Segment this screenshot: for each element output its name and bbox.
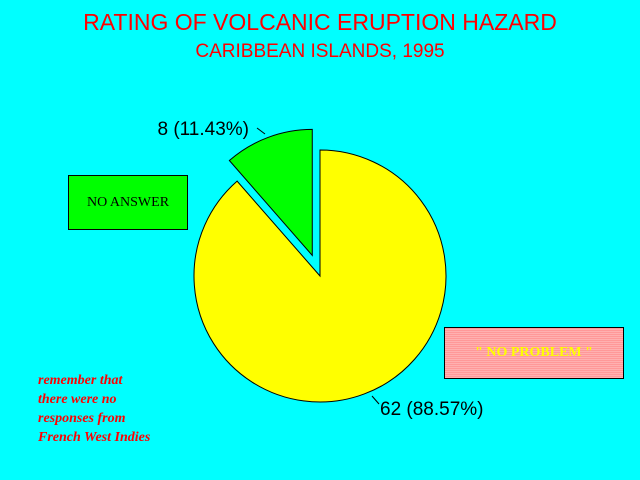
legend-no-answer: NO ANSWER: [68, 175, 188, 230]
footnote-line: responses from: [38, 411, 126, 426]
legend-no-problem: " NO PROBLEM ": [444, 327, 624, 379]
legend-no-problem-label: " NO PROBLEM ": [475, 345, 593, 360]
footnote-line: there were no: [38, 392, 117, 407]
legend-no-answer-label: NO ANSWER: [86, 194, 170, 210]
chart-subtitle: CARIBBEAN ISLANDS, 1995: [195, 41, 445, 62]
chart-title: RATING OF VOLCANIC ERUPTION HAZARD: [83, 9, 557, 35]
leader-line: [256, 127, 266, 135]
footnote-line: remember that: [38, 373, 123, 388]
pie-slice-no-answer: [228, 128, 313, 257]
leader-line: [371, 395, 380, 405]
slice-label-no-answer: 8 (11.43%): [157, 119, 249, 140]
footnote-line: French West Indies: [38, 430, 151, 445]
footnote: remember that there were no responses fr…: [38, 371, 238, 447]
slice-label-no-problem: 62 (88.57%): [380, 399, 484, 420]
pie-slice-no-problem: [193, 149, 447, 403]
